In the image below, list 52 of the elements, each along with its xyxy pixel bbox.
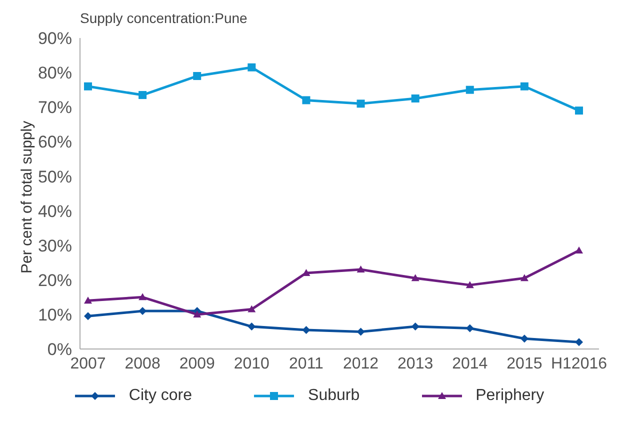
y-tick-label: 20% [38,270,72,290]
point [575,246,583,254]
point [466,324,474,332]
legend-label: Periphery [474,387,544,405]
point [302,96,310,104]
point [84,312,92,320]
x-tick-label: 2011 [289,355,324,372]
legend-label: City core [128,387,192,405]
point [138,91,147,100]
point [575,106,583,115]
point [193,310,202,318]
point [84,82,92,90]
point [356,266,365,273]
y-tick-label: 90% [38,29,72,48]
x-tick-label: H12016 [550,355,608,372]
point [466,281,474,288]
point [466,86,474,94]
chart-title: Supply concentration:Pune [80,10,248,26]
point [411,274,420,282]
x-tick-label: 2015 [506,355,542,372]
point [248,322,256,331]
point [356,100,365,108]
point [411,94,420,102]
y-tick-label: 30% [38,236,72,256]
x-tick-label: 2008 [124,355,160,372]
point [248,63,256,72]
x-tick-label: 2009 [179,355,216,372]
point [248,305,256,312]
y-tick-label: 0% [47,340,72,360]
point [575,338,583,346]
point [356,328,365,336]
x-tick-label: 2012 [342,355,379,372]
y-tick-label: 70% [38,98,72,118]
x-tick-label: 2010 [234,355,270,372]
point [138,293,147,300]
y-tick-label: 40% [38,202,72,221]
x-tick-label: 2007 [70,355,106,372]
legend-label: Suburb [307,387,360,405]
x-tick-label: 2014 [452,355,488,372]
point [84,296,92,304]
y-tick-label: 80% [38,64,72,83]
y-tick-label: 10% [38,305,72,324]
y-axis-title: Per cent of total supply [18,120,36,274]
y-tick-label: 50% [38,167,72,186]
x-tick-label: 2013 [398,355,434,372]
point [411,322,420,331]
point [302,326,310,334]
point [193,72,202,80]
point [520,274,528,282]
y-tick-label: 60% [38,132,72,152]
point [520,82,528,90]
point [520,334,528,343]
